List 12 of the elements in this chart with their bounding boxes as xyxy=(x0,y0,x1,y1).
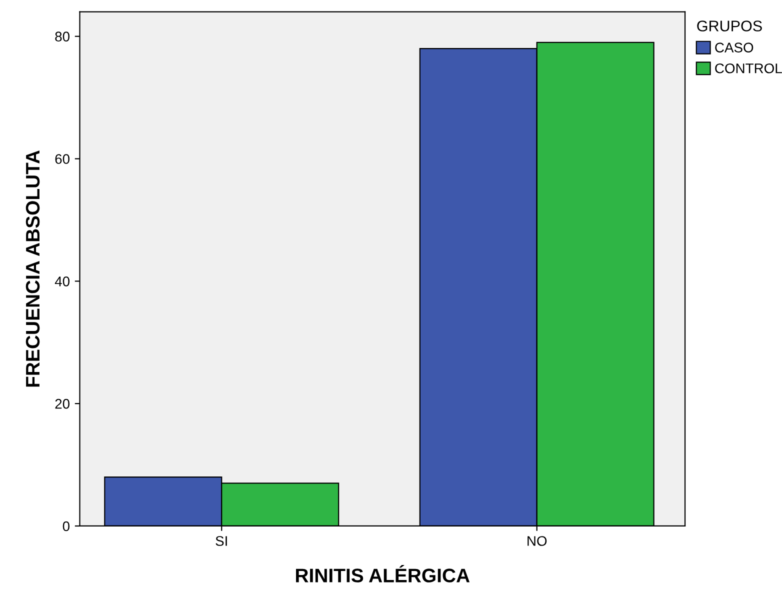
legend-label: CONTROL xyxy=(715,63,782,74)
y-axis-title: FRECUENCIA ABSOLUTA xyxy=(26,150,40,387)
y-tick-label: 60 xyxy=(55,154,70,164)
y-tick-label: 80 xyxy=(55,32,70,42)
legend-label: CASO xyxy=(715,42,754,52)
x-tick-label: SI xyxy=(216,536,227,546)
y-tick-label: 0 xyxy=(62,521,70,532)
y-tick-label: 20 xyxy=(55,398,70,409)
y-tick-label: 40 xyxy=(54,276,70,286)
x-axis-title: RINITIS ALÉRGICA xyxy=(296,564,470,582)
x-tick-label: NO xyxy=(528,536,547,546)
legend-title: GRUPOS xyxy=(697,20,762,32)
